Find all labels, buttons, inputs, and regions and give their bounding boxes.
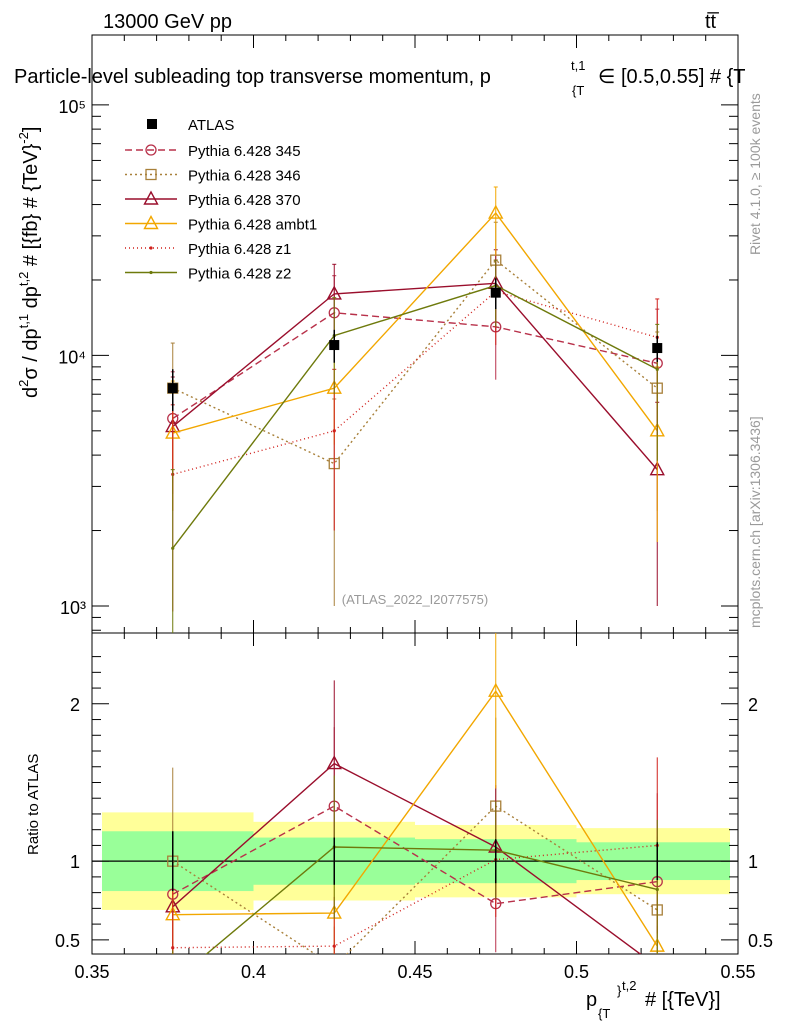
ratio-y-axis-label: Ratio to ATLAS [25, 754, 42, 855]
x-tick-label: 0.55 [720, 962, 755, 982]
legend-label-ambt1: Pythia 6.428 ambt1 [188, 217, 317, 234]
series-point-ambt1 [488, 204, 504, 219]
svg-text:t,2: t,2 [622, 978, 636, 993]
legend-label-z2: Pythia 6.428 z2 [188, 266, 291, 283]
ratio-y-tick-label: 0.5 [55, 931, 80, 951]
ratio-uncertainty-bands [92, 812, 738, 910]
ratio-point-z1 [171, 946, 175, 950]
y-tick-label: 10⁵ [59, 97, 86, 117]
legend-label-p346: Pythia 6.428 346 [188, 168, 301, 185]
beam-label: 13000 GeV pp [103, 11, 232, 33]
x-tick-label: 0.4 [241, 962, 266, 982]
title-superscript: t,1 [571, 58, 585, 73]
series-line-p370 [172, 282, 658, 471]
atlas-point [490, 287, 501, 298]
ratio-line-p345 [172, 805, 658, 905]
analysis-watermark: (ATLAS_2022_I2077575) [342, 592, 488, 607]
legend-label-p345: Pythia 6.428 345 [188, 143, 301, 160]
x-tick-label: 0.45 [397, 962, 432, 982]
ratio-y-tick-label-right: 0.5 [748, 931, 773, 951]
svg-text:}: } [617, 983, 622, 998]
axis-ticks: 0.35 0.4 0.45 0.5 0.55 10³ 10⁴ 10⁵ 0.5 0.5 1 1 2 2 [55, 35, 773, 982]
ratio-y-tick-label: 1 [70, 852, 80, 872]
svg-text:{T: {T [598, 1006, 610, 1021]
legend-label-atlas: ATLAS [188, 117, 234, 134]
x-tick-label: 0.5 [564, 962, 589, 982]
series-line-ambt1 [172, 211, 658, 434]
ratio-y-tick-label-right: 2 [748, 695, 758, 715]
legend-marker-z1 [149, 246, 153, 250]
legend-label-z1: Pythia 6.428 z1 [188, 241, 291, 258]
series-point-z2 [171, 546, 175, 550]
legend-marker-p345 [145, 144, 157, 156]
series-line-z2 [172, 284, 658, 549]
svg-text:p: p [586, 989, 597, 1011]
ratio-y-tick-label-right: 1 [748, 852, 758, 872]
atlas-point [167, 383, 178, 394]
ratio-line-z2 [205, 846, 658, 954]
legend-marker-p346 [145, 168, 157, 181]
ratio-point-z1 [332, 944, 336, 948]
x-tick-label: 0.35 [74, 962, 109, 982]
svg-text:# [{TeV}]: # [{TeV}] [645, 989, 721, 1011]
x-axis-label: p {T } t,2 # [{TeV}] [586, 978, 721, 1021]
ratio-line-z1 [172, 844, 658, 949]
ratio-line-p370 [172, 762, 642, 954]
ratio-plot-series [165, 633, 665, 954]
legend-label-p370: Pythia 6.428 370 [188, 192, 301, 209]
rivet-label: Rivet 4.1.0, ≥ 100k events [747, 93, 763, 255]
series-point-z2 [655, 367, 659, 371]
ratio-y-tick-label: 2 [70, 695, 80, 715]
main-y-axis-label: d2σ / dpt,1 dpt,2 # [{fb} # {TeV}-2] [16, 127, 42, 398]
legend-marker-ambt1 [143, 215, 159, 230]
atlas-point [329, 340, 340, 351]
ratio-point-ambt1 [488, 682, 504, 697]
y-tick-label: 10³ [60, 598, 86, 618]
series-point-z1 [332, 429, 336, 433]
series-line-z1 [172, 290, 658, 476]
atlas-point [652, 343, 663, 354]
legend-marker-atlas [147, 119, 157, 129]
series-line-p346 [172, 259, 658, 465]
plot-title-tail: ∈ [0.5,0.55] # {T [598, 66, 746, 88]
legend-marker-p370 [143, 190, 159, 205]
plot-title: Particle-level subleading top transverse… [14, 66, 491, 88]
ratio-point-z2 [655, 887, 659, 892]
main-plot-series [165, 186, 665, 633]
legend: ATLAS Pythia 6.428 345 Pythia 6.428 346 Pyt… [125, 117, 317, 283]
process-label: tt̅ [705, 11, 719, 33]
mcplots-label: mcplots.cern.ch [arXiv:1306.3436] [747, 416, 763, 628]
svg-text:d2σ / dpt,1 dpt,2 # [{fb} # {T: d2σ / dpt,1 dpt,2 # [{fb} # {TeV}-2] [16, 127, 42, 398]
legend-marker-z2 [149, 270, 153, 275]
title-subscript: {T [572, 83, 584, 98]
ratio-point-p370 [326, 755, 342, 770]
y-tick-label: 10⁴ [58, 347, 86, 367]
series-line-p345 [172, 312, 658, 420]
